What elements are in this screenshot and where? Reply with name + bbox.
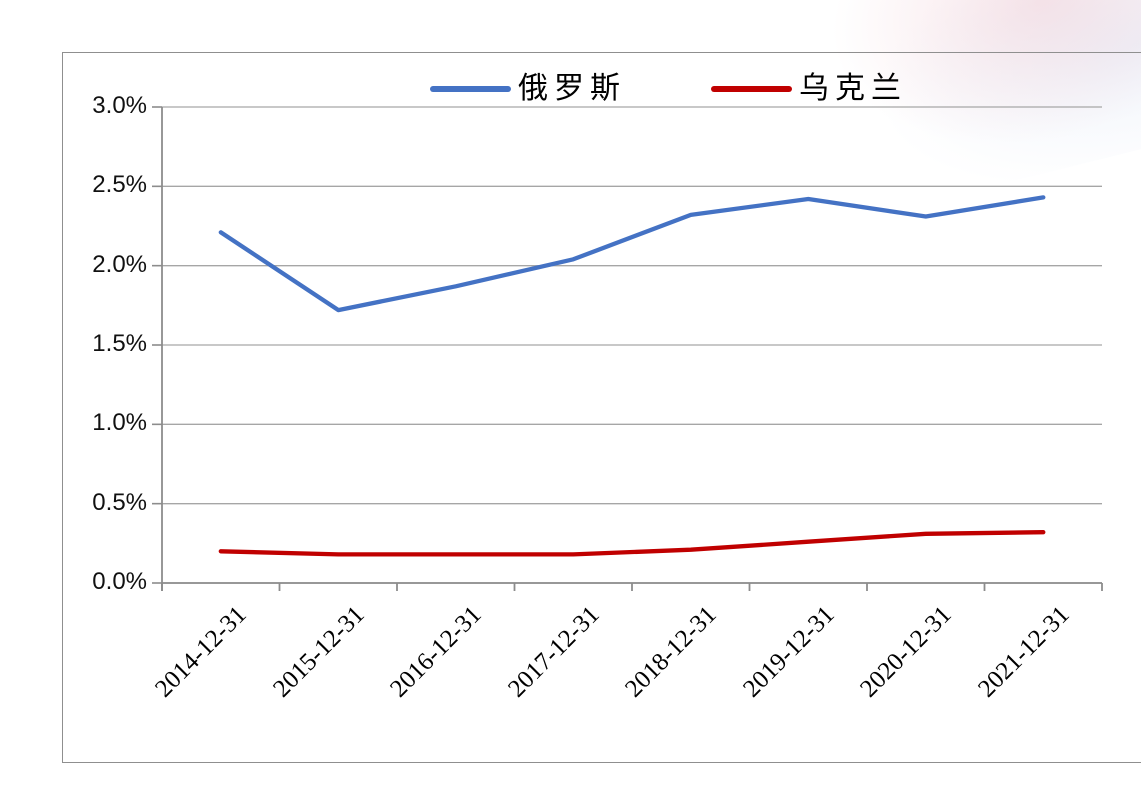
ukraine-line-swatch xyxy=(711,86,792,92)
legend-label-russia: 俄罗斯 xyxy=(518,72,626,105)
legend-item-russia: 俄罗斯 xyxy=(430,74,626,104)
y-axis-tick-label: 2.5% xyxy=(92,171,147,199)
y-axis-tick-label: 0.5% xyxy=(92,488,147,516)
y-axis-tick-label: 3.0% xyxy=(92,91,147,119)
legend-item-ukraine: 乌克兰 xyxy=(711,74,907,104)
y-axis-tick-label: 0.0% xyxy=(92,567,147,595)
y-axis-tick-label: 2.0% xyxy=(92,250,147,278)
legend-label-ukraine: 乌克兰 xyxy=(799,72,907,105)
series-line-0 xyxy=(218,195,1046,313)
chart-frame xyxy=(62,52,1141,763)
y-axis-tick-label: 1.5% xyxy=(92,329,147,357)
series-line-1 xyxy=(218,530,1046,557)
russia-line-swatch xyxy=(430,86,511,92)
y-axis-tick-label: 1.0% xyxy=(92,409,147,437)
